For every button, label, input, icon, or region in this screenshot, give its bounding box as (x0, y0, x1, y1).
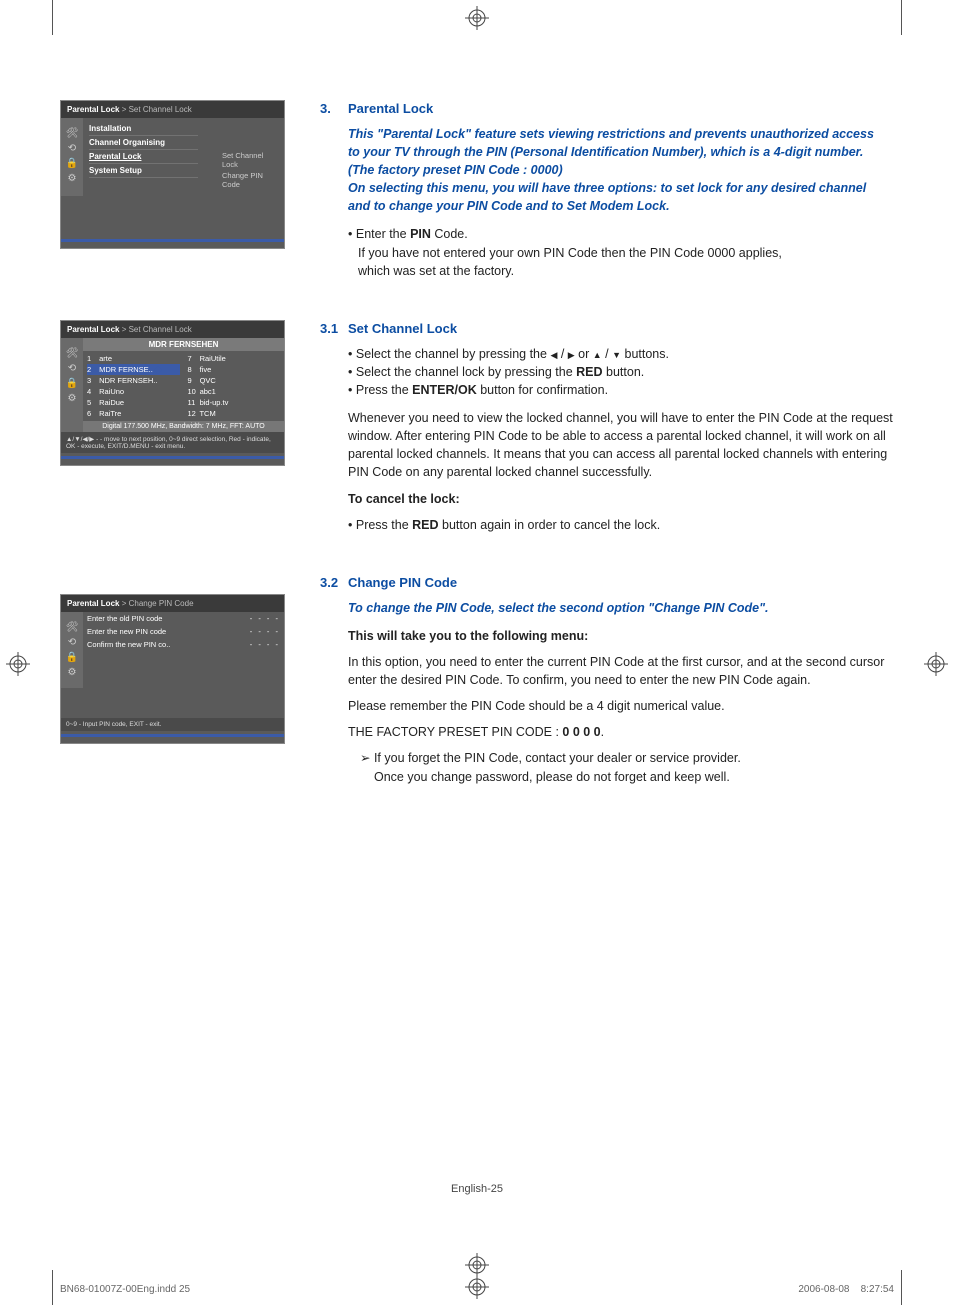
document-footer: BN68-01007Z-00Eng.indd 25 2006-08-08 8:2… (60, 1284, 894, 1295)
crop-mark (901, 0, 902, 35)
channel-row: 9 QVC (188, 375, 281, 386)
refresh-icon: ⟲ (61, 637, 83, 648)
tv-sidebar-icons: 🛠 ⟲ 🔒 ⚙ (61, 338, 83, 432)
gear-icon: ⚙ (61, 173, 83, 184)
screenshot-parental-lock-menu: Parental Lock > Set Channel Lock 🛠 ⟲ 🔒 ⚙… (60, 100, 285, 249)
doc-time: 8:27:54 (861, 1284, 894, 1295)
section-title: Change PIN Code (348, 574, 457, 593)
tv-sidebar-icons: 🛠 ⟲ 🔒 ⚙ (61, 612, 83, 688)
channel-row: 8 five (188, 364, 281, 375)
tv-breadcrumb: Parental Lock > Set Channel Lock (61, 321, 284, 338)
lock-icon: 🔒 (61, 652, 83, 663)
channel-row: 2 MDR FERNSE.. (87, 364, 180, 375)
tv-sidebar-icons: 🛠 ⟲ 🔒 ⚙ (61, 118, 83, 196)
pin-input-row: Enter the new PIN code- - - - (83, 625, 284, 638)
channel-row: 11 bid-up.tv (188, 397, 281, 408)
lock-icon: 🔒 (61, 158, 83, 169)
bullet-item: Press the ENTER/OK button for confirmati… (348, 381, 894, 399)
tv-hint-text: 0~9 - Input PIN code, EXIT - exit. (61, 718, 284, 731)
page-content: Parental Lock > Set Channel Lock 🛠 ⟲ 🔒 ⚙… (60, 100, 894, 1205)
lock-icon: 🔒 (61, 378, 83, 389)
right-arrow-icon: ▶ (568, 350, 575, 360)
tv-footer-bar (61, 456, 284, 459)
tv-menu-item: System Setup (89, 164, 198, 178)
channel-band-info: Digital 177.500 MHz, Bandwidth: 7 MHz, F… (83, 421, 284, 432)
doc-date: 2006-08-08 (798, 1284, 849, 1295)
channel-row: 12 TCM (188, 408, 281, 419)
section-title: Parental Lock (348, 100, 433, 119)
sub-heading: This will take you to the following menu… (348, 627, 894, 645)
screenshot-channel-lock: Parental Lock > Set Channel Lock 🛠 ⟲ 🔒 ⚙… (60, 320, 285, 466)
body-paragraph: In this option, you need to enter the cu… (348, 653, 894, 689)
tv-footer-bar (61, 734, 284, 737)
tv-menu-item: Channel Organising (89, 136, 198, 150)
crop-mark (901, 1270, 902, 1305)
channel-row: 7 RaiUtile (188, 353, 281, 364)
tv-hint-text: ▲/▼/◀/▶ - - move to next position, 0~9 d… (61, 432, 284, 453)
crop-mark (52, 1270, 53, 1305)
wrench-icon: 🛠 (61, 128, 83, 139)
bullet-sub: which was set at the factory. (348, 262, 894, 280)
tv-footer-bar (61, 239, 284, 242)
wrench-icon: 🛠 (61, 348, 83, 359)
down-arrow-icon: ▼ (612, 350, 621, 360)
gear-icon: ⚙ (61, 667, 83, 678)
section-intro: This "Parental Lock" feature sets viewin… (348, 125, 894, 216)
note-item: If you forget the PIN Code, contact your… (360, 749, 894, 767)
body-paragraph: THE FACTORY PRESET PIN CODE : 0 0 0 0. (348, 723, 894, 741)
section-number: 3.2 (320, 574, 348, 593)
registration-mark-icon (6, 652, 30, 676)
gear-icon: ⚙ (61, 393, 83, 404)
channel-list: 1 arte2 MDR FERNSE.. 3 NDR FERNSEH..4 Ra… (83, 351, 284, 421)
note-item: Once you change password, please do not … (374, 768, 894, 786)
up-arrow-icon: ▲ (593, 350, 602, 360)
refresh-icon: ⟲ (61, 143, 83, 154)
channel-row: 6 RaiTre (87, 408, 180, 419)
refresh-icon: ⟲ (61, 363, 83, 374)
channel-row: 10 abc1 (188, 386, 281, 397)
wrench-icon: 🛠 (61, 622, 83, 633)
channel-list-header: MDR FERNSEHEN (83, 338, 284, 351)
channel-row: 5 RaiDue (87, 397, 180, 408)
pin-input-row: Enter the old PIN code- - - - (83, 612, 284, 625)
tv-breadcrumb: Parental Lock > Change PIN Code (61, 595, 284, 612)
bullet-item: Enter the PIN Code. (348, 225, 894, 243)
registration-mark-icon (924, 652, 948, 676)
breadcrumb-main: Parental Lock (67, 105, 119, 114)
pin-input-list: Enter the old PIN code- - - -Enter the n… (83, 612, 284, 688)
tv-submenu-item: Set Channel Lock (222, 150, 278, 170)
crop-mark (52, 0, 53, 35)
section-title: Set Channel Lock (348, 320, 457, 339)
body-paragraph: Please remember the PIN Code should be a… (348, 697, 894, 715)
bullet-item: Press the RED button again in order to c… (348, 516, 894, 534)
registration-mark-icon (465, 6, 489, 30)
section-number: 3. (320, 100, 348, 119)
screenshot-change-pin: Parental Lock > Change PIN Code 🛠 ⟲ 🔒 ⚙ … (60, 594, 285, 744)
registration-mark-icon (465, 1253, 489, 1277)
tv-submenu-item: Change PIN Code (222, 170, 278, 190)
bullet-item: Select the channel lock by pressing the … (348, 363, 894, 381)
body-paragraph: Whenever you need to view the locked cha… (348, 409, 894, 482)
doc-filename: BN68-01007Z-00Eng.indd 25 (60, 1284, 190, 1295)
tv-breadcrumb: Parental Lock > Set Channel Lock (61, 101, 284, 118)
page-number: English-25 (0, 1183, 954, 1195)
tv-menu-item-selected: Parental Lock (89, 150, 198, 164)
section-number: 3.1 (320, 320, 348, 339)
channel-row: 1 arte (87, 353, 180, 364)
channel-row: 3 NDR FERNSEH.. (87, 375, 180, 386)
section-intro: To change the PIN Code, select the secon… (348, 599, 894, 617)
channel-row: 4 RaiUno (87, 386, 180, 397)
pin-input-row: Confirm the new PIN co..- - - - (83, 638, 284, 651)
tv-menu-item: Installation (89, 122, 198, 136)
bullet-sub: If you have not entered your own PIN Cod… (348, 244, 894, 262)
sub-heading: To cancel the lock: (348, 490, 894, 508)
tv-submenu: Set Channel Lock Change PIN Code (204, 118, 284, 196)
bullet-item: Select the channel by pressing the ◀ / ▶… (348, 345, 894, 363)
